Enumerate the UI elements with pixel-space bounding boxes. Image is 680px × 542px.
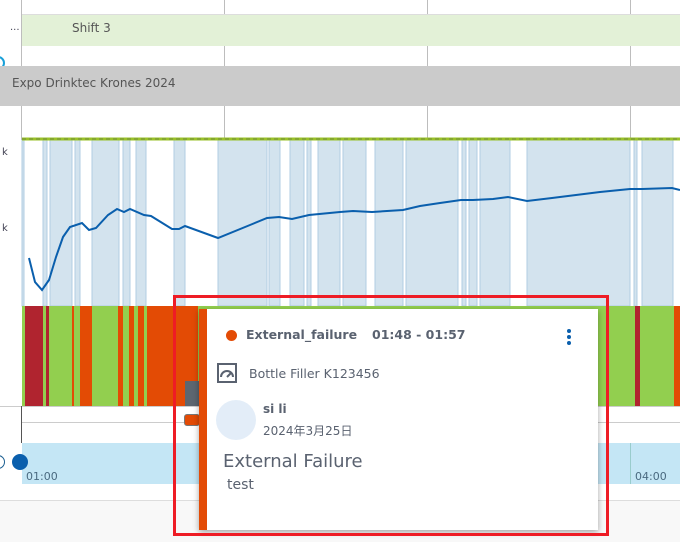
availability-bar (317, 139, 341, 307)
y-axis-label: k (2, 223, 8, 234)
availability-bar (633, 139, 638, 307)
availability-bar (268, 139, 281, 307)
status-dot-icon (226, 330, 237, 341)
shift-band[interactable]: Shift 3 (22, 14, 680, 46)
availability-bar (461, 139, 467, 307)
status-segment (185, 381, 199, 406)
availability-bar (641, 139, 674, 307)
availability-bar (42, 139, 48, 307)
avatar (216, 400, 256, 440)
machine-name: Bottle Filler K123456 (249, 366, 380, 381)
status-segment (635, 306, 640, 406)
gauge-icon (217, 363, 237, 383)
availability-bar (526, 139, 631, 307)
availability-bar (342, 139, 367, 307)
availability-bar (479, 139, 511, 307)
availability-bar (468, 139, 478, 307)
status-label: External_failure (246, 327, 358, 342)
comment-text: test (227, 477, 254, 493)
shift-label: Shift 3 (72, 21, 111, 35)
status-segment (80, 306, 92, 406)
timeline-handle[interactable] (12, 454, 28, 470)
status-segment (118, 306, 123, 406)
divider (21, 406, 22, 443)
comment-date: 2024年3月25日 (263, 424, 353, 438)
event-popup: External_failure 01:48 - 01:57 Bottle Fi… (199, 309, 598, 530)
availability-bar (122, 139, 131, 307)
time-range: 01:48 - 01:57 (372, 327, 466, 342)
availability-bar (306, 139, 312, 307)
availability-bar (21, 139, 25, 307)
gridline (630, 443, 631, 484)
availability-bar (49, 139, 73, 307)
availability-bar (173, 139, 186, 307)
availability-bar (217, 139, 268, 307)
clock-icon[interactable] (0, 455, 5, 469)
status-segment (129, 306, 134, 406)
event-band[interactable]: Expo Drinktec Krones 2024 (0, 66, 680, 106)
status-segment (674, 306, 680, 406)
output-trend-line (28, 186, 680, 292)
row-ellipsis: ... (10, 22, 20, 33)
availability-bar (405, 139, 459, 307)
availability-bar (135, 139, 147, 307)
y-axis-label: k (2, 147, 8, 158)
comment-title: External Failure (223, 451, 363, 472)
availability-bar (289, 139, 305, 307)
availability-bar (374, 139, 404, 307)
status-segment (72, 306, 74, 406)
tick-label: 01:00 (26, 470, 58, 483)
availability-bar (91, 139, 120, 307)
status-segment (25, 306, 43, 406)
status-segment (138, 306, 144, 406)
status-segment (46, 306, 49, 406)
tick-label: 04:00 (635, 470, 667, 483)
user-name: si li (263, 402, 287, 416)
highlight-box (173, 295, 609, 536)
more-vertical-icon[interactable] (565, 329, 573, 347)
event-label: Expo Drinktec Krones 2024 (12, 76, 176, 90)
